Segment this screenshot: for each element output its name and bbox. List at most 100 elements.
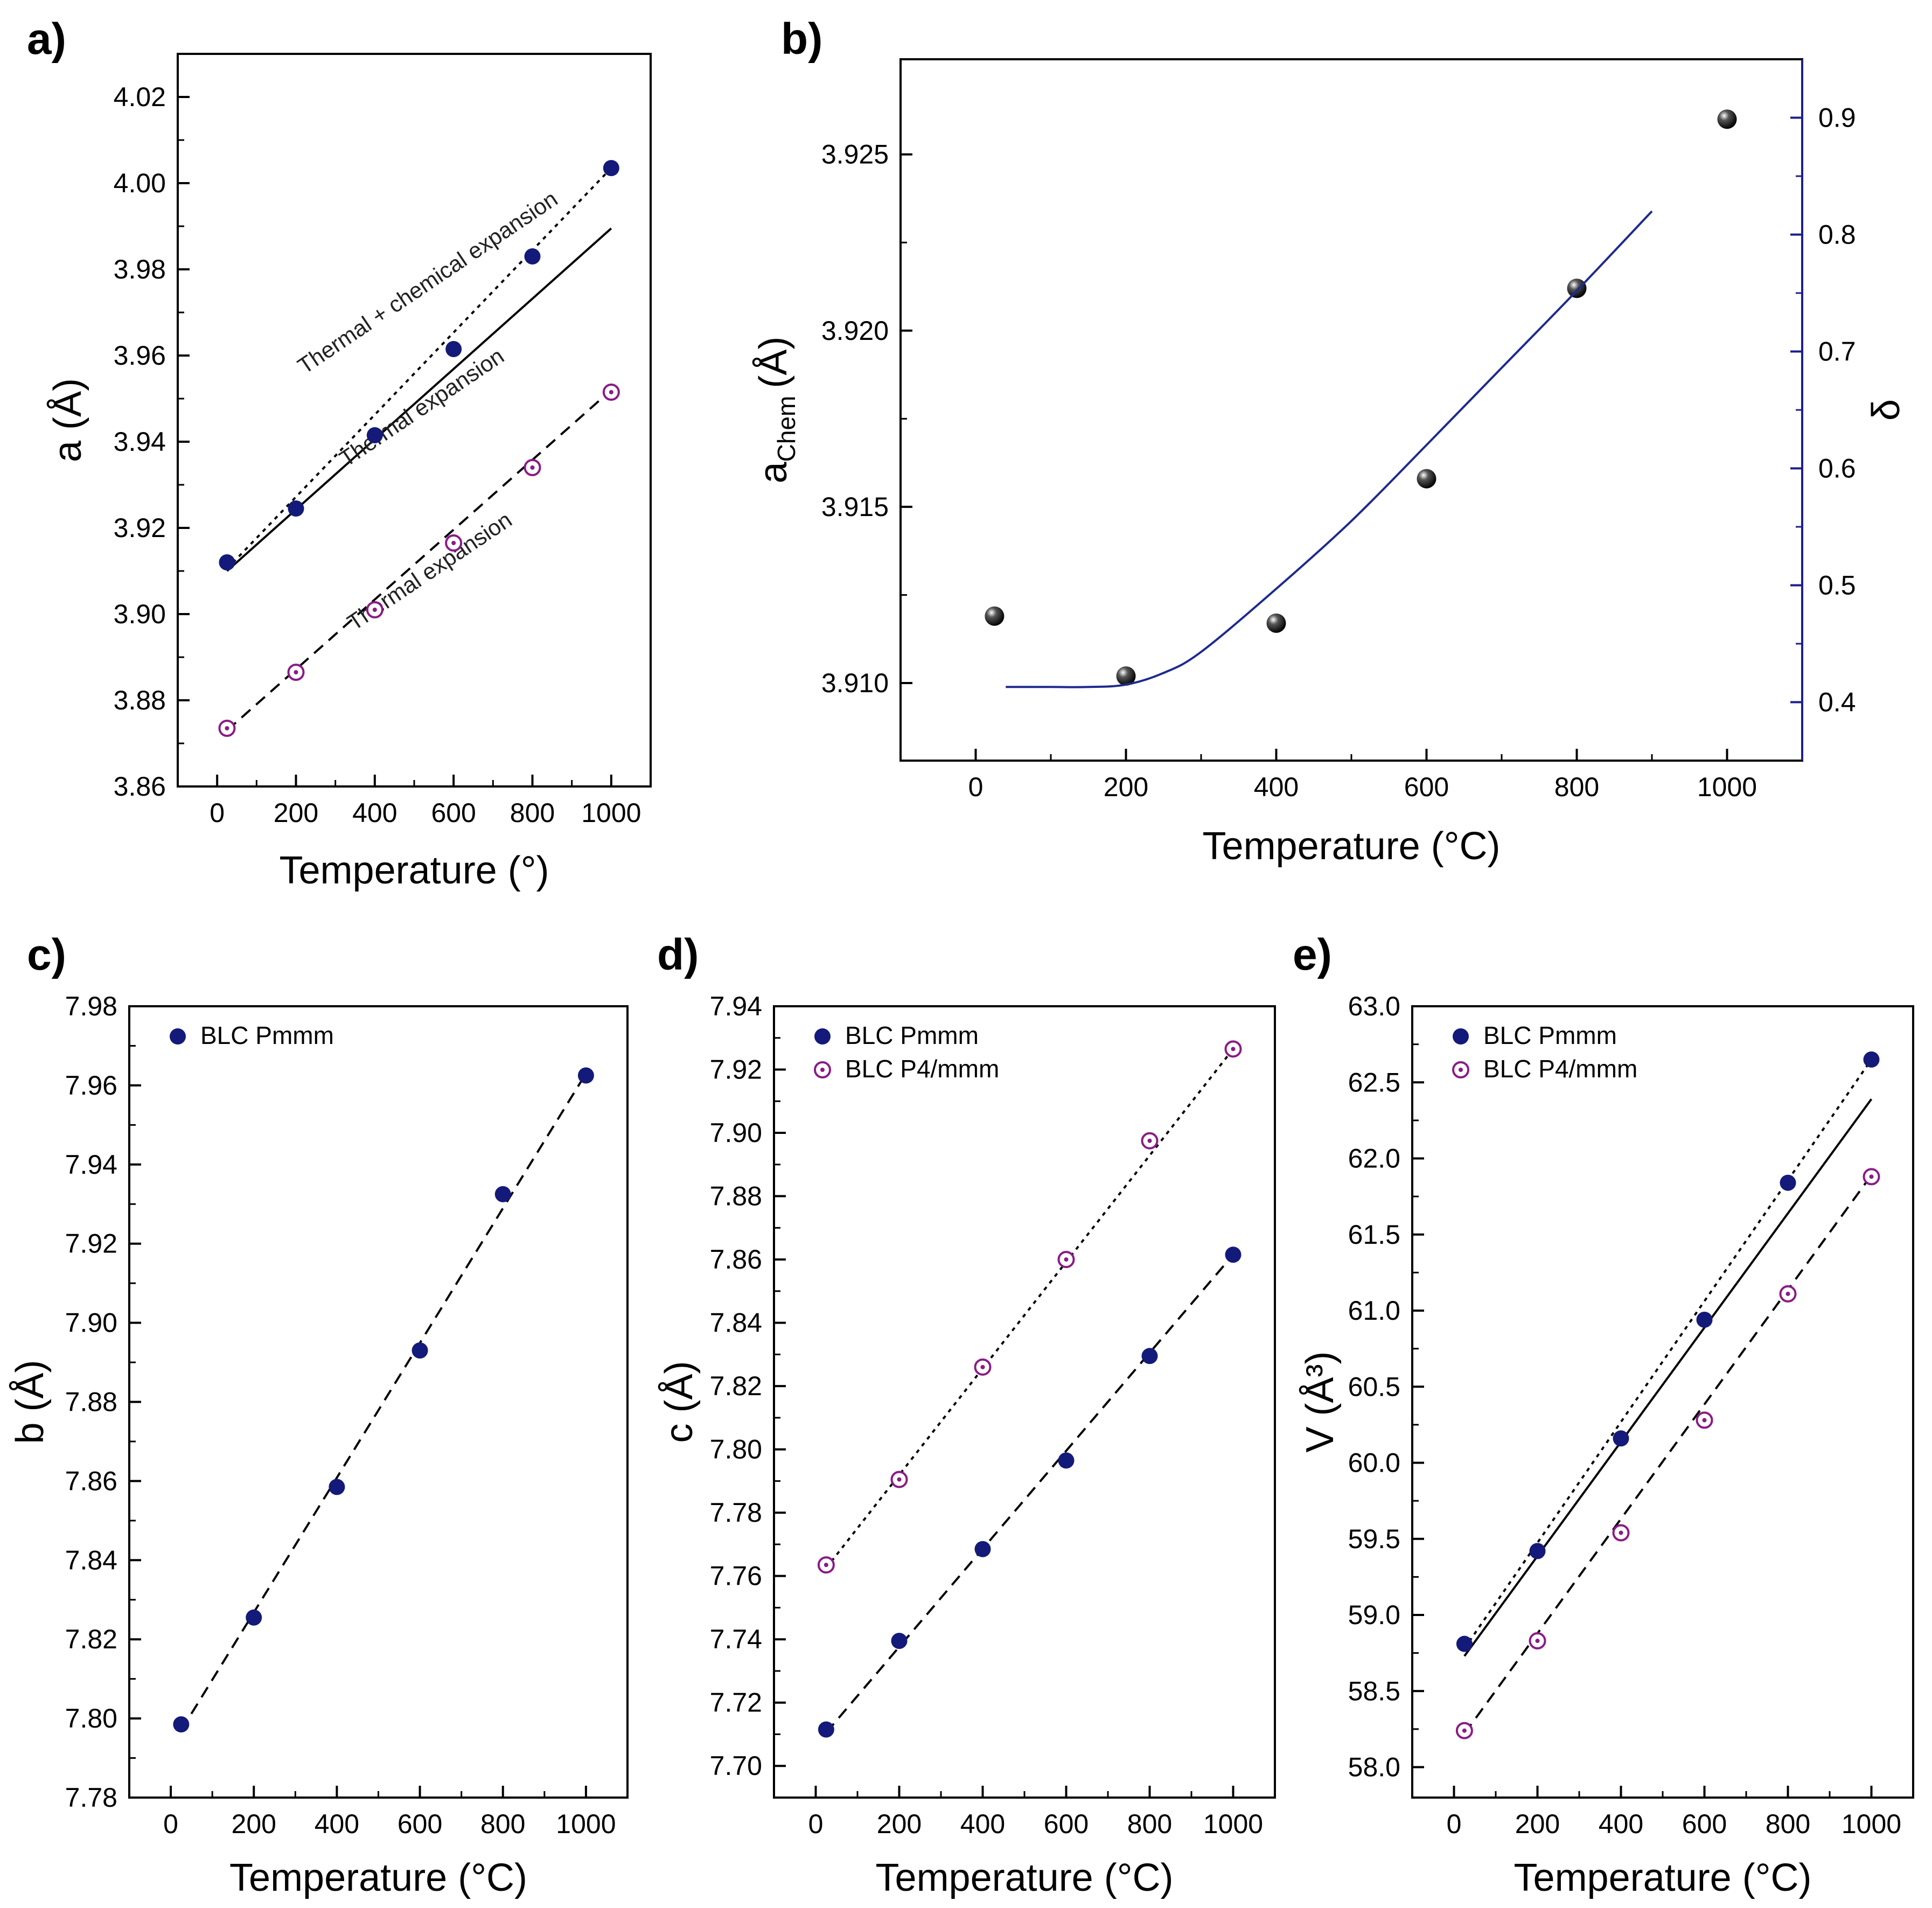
data-point-open xyxy=(1141,1132,1159,1150)
data-point-filled xyxy=(173,1716,190,1733)
marker-dot xyxy=(1702,1418,1707,1423)
x-tick-label: 800 xyxy=(480,1809,525,1839)
data-point-open xyxy=(1057,1251,1075,1269)
x-tick-label: 1000 xyxy=(1842,1809,1901,1839)
y-tick-label: 7.84 xyxy=(710,1308,762,1338)
marker-dot xyxy=(1064,1257,1069,1262)
y-axis-title: V (Å³) xyxy=(1299,1352,1342,1453)
fit-line-dashed xyxy=(226,389,612,732)
y-tick-label: 7.78 xyxy=(65,1782,117,1813)
y-tick-label: 7.82 xyxy=(710,1371,762,1401)
data-point-open xyxy=(524,459,541,476)
x-tick-label: 200 xyxy=(274,798,318,828)
x-tick-label: 800 xyxy=(1766,1809,1810,1839)
y-tick-label: 61.5 xyxy=(1348,1220,1400,1250)
legend-label: BLC Pmmm xyxy=(1483,1021,1617,1049)
x-tick-label: 200 xyxy=(1104,772,1148,802)
y-tick-label: 60.5 xyxy=(1348,1371,1400,1402)
x-tick-label: 1000 xyxy=(581,798,641,828)
marker-dot xyxy=(372,608,377,612)
legend-marker xyxy=(1452,1061,1469,1078)
x-tick-label: 200 xyxy=(232,1809,276,1839)
y-tick-label: 3.915 xyxy=(821,492,889,522)
legend-label: BLC P4/mmm xyxy=(845,1055,999,1083)
x-axis-title: Temperature (°C) xyxy=(876,1856,1174,1899)
fit-line-dashed xyxy=(825,1254,1234,1733)
panel-c: c) 0 200 400 600 800 1000 7.78 7.80 7.82 7.84 7.86 7… xyxy=(9,930,629,1899)
marker-dot xyxy=(294,670,298,674)
legend-label: BLC Pmmm xyxy=(200,1021,334,1049)
marker-dot xyxy=(1462,1728,1467,1733)
data-point-filled xyxy=(1141,1348,1158,1364)
y-tick-label: 62.0 xyxy=(1348,1144,1400,1174)
data-point-open xyxy=(1224,1040,1242,1058)
fit-line-dotted xyxy=(825,1048,1234,1569)
data-point-filled xyxy=(1613,1430,1629,1447)
x-tick-label: 0 xyxy=(1447,1809,1462,1839)
y-tick-label: 4.02 xyxy=(114,82,166,112)
panel-b: b) 0 200 400 600 800 1000 3.910 3.915 3.920 3.925 T… xyxy=(752,15,1908,868)
marker-dot xyxy=(1459,1068,1463,1072)
plot-frame xyxy=(1411,1005,1914,1799)
data-point-sphere xyxy=(1567,278,1587,298)
marker-dot xyxy=(1147,1138,1152,1143)
y-tick-label: 7.88 xyxy=(710,1181,762,1211)
x-tick-label: 0 xyxy=(968,772,984,802)
y2-tick-label: 0.5 xyxy=(1818,570,1856,601)
y-tick-label: 7.88 xyxy=(65,1387,117,1417)
plot-frame xyxy=(773,1005,1276,1799)
data-point-open xyxy=(602,384,620,401)
data-point-filled xyxy=(329,1479,345,1495)
annotation-text: Thermal + chemical expansion xyxy=(293,186,562,379)
panel-label: c) xyxy=(27,930,66,979)
y-axis-title: aChem (Å) xyxy=(752,337,800,484)
panel-e: e) 0 200 400 600 800 1000 58.0 58.5 59.0 59.5 60.0 6… xyxy=(1293,930,1914,1899)
y-tick-label: 3.90 xyxy=(114,599,166,629)
marker-dot xyxy=(1869,1174,1874,1179)
panel-label: d) xyxy=(657,930,699,979)
y-axis-title: a (Å) xyxy=(46,378,89,462)
y-tick-label: 7.78 xyxy=(710,1498,762,1528)
fit-line-solid xyxy=(1463,1098,1873,1657)
data-point-open xyxy=(1779,1285,1797,1303)
delta-curve xyxy=(1006,210,1653,688)
data-point-open xyxy=(1696,1411,1713,1429)
data-point-filled xyxy=(219,554,235,570)
fit-line-dashed xyxy=(180,1073,587,1731)
y-tick-label: 7.80 xyxy=(65,1703,117,1733)
y-tick-label: 7.94 xyxy=(65,1150,117,1180)
legend-label: BLC P4/mmm xyxy=(1483,1055,1637,1083)
legend-marker xyxy=(1453,1028,1469,1044)
y-tick-label: 3.98 xyxy=(114,254,166,284)
plot-frame xyxy=(128,1005,629,1799)
y-tick-label: 7.70 xyxy=(710,1751,762,1781)
y-tick-label: 7.74 xyxy=(710,1624,762,1654)
y-tick-label: 7.92 xyxy=(65,1229,117,1259)
panel-label: e) xyxy=(1293,930,1332,979)
data-point-filled xyxy=(494,1186,511,1202)
x-tick-label: 800 xyxy=(510,798,555,828)
panel-a: a) 0 200 400 600 800 1000 3.86 3.88 3.90 3.92 3.94 3… xyxy=(27,15,652,892)
y-tick-label: 7.96 xyxy=(65,1070,117,1101)
x-tick-label: 1000 xyxy=(1697,772,1757,802)
data-point-filled xyxy=(577,1067,594,1084)
x-tick-label: 1000 xyxy=(1203,1809,1263,1839)
y-tick-label: 3.94 xyxy=(114,427,166,457)
y-tick-label: 7.82 xyxy=(65,1624,117,1654)
data-point-filled xyxy=(1225,1247,1241,1263)
y-tick-label: 3.92 xyxy=(114,513,166,543)
data-point-filled xyxy=(524,248,541,264)
x-tick-label: 600 xyxy=(1404,772,1449,802)
x-tick-label: 600 xyxy=(1044,1809,1089,1839)
x-tick-label: 600 xyxy=(431,798,476,828)
y-axis-title: b (Å) xyxy=(9,1360,52,1444)
marker-dot xyxy=(1535,1639,1540,1644)
y-tick-label: 3.88 xyxy=(114,685,166,715)
y-tick-label: 58.0 xyxy=(1348,1752,1400,1782)
plot-frame xyxy=(899,58,1803,762)
y2-tick-label: 0.7 xyxy=(1818,337,1856,367)
marker-dot xyxy=(530,465,535,470)
marker-dot xyxy=(225,726,229,730)
y-tick-label: 62.5 xyxy=(1348,1067,1400,1097)
marker-dot xyxy=(609,390,613,394)
